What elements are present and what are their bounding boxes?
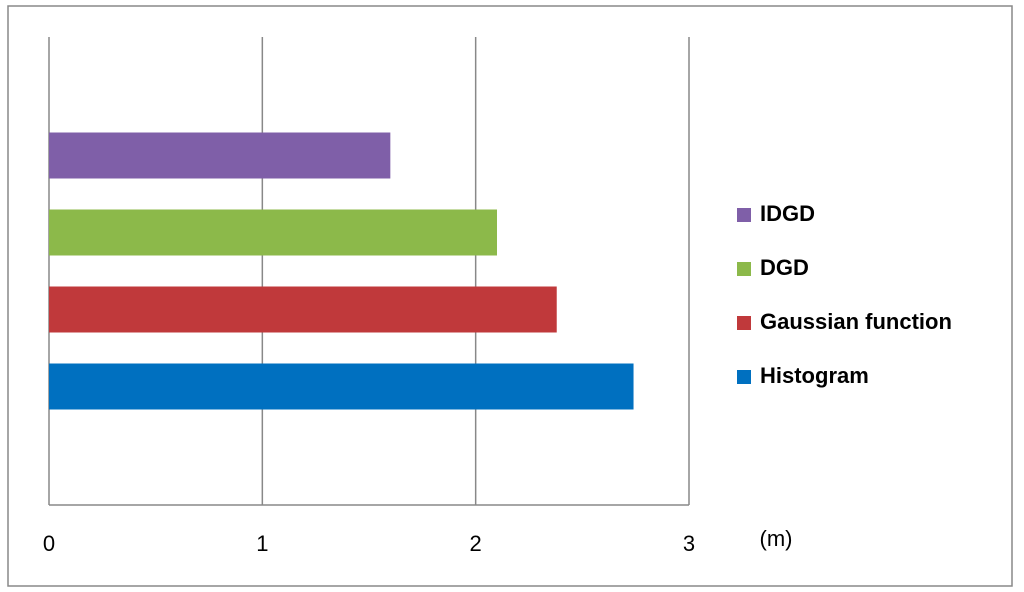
legend-swatch xyxy=(737,208,751,222)
bar xyxy=(49,132,391,179)
x-tick-label: 0 xyxy=(43,531,55,556)
legend-swatch xyxy=(737,262,751,276)
x-axis-label: (m) xyxy=(760,526,793,551)
bar xyxy=(49,363,634,410)
x-tick-label: 2 xyxy=(470,531,482,556)
bar xyxy=(49,209,497,256)
legend-swatch xyxy=(737,316,751,330)
x-tick-label: 1 xyxy=(256,531,268,556)
legend-label: Gaussian function xyxy=(760,309,952,334)
bar xyxy=(49,286,557,333)
legend-label: DGD xyxy=(760,255,809,280)
legend-label: Histogram xyxy=(760,363,869,388)
legend-swatch xyxy=(737,370,751,384)
legend-label: IDGD xyxy=(760,201,815,226)
x-tick-label: 3 xyxy=(683,531,695,556)
